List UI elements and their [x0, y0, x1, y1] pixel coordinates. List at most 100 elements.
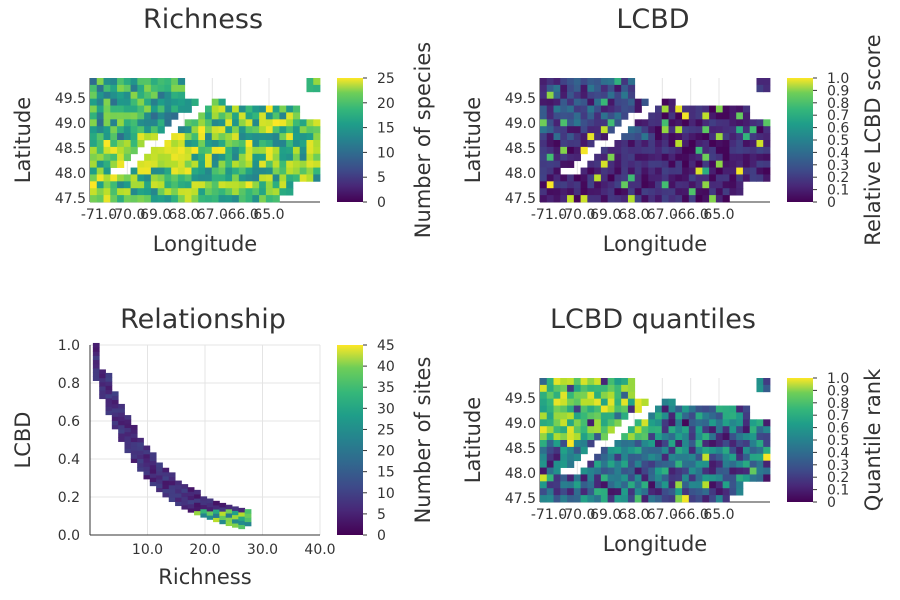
heatmap-cell [238, 524, 246, 530]
map-cell [655, 419, 663, 427]
map-cell [709, 495, 717, 503]
map-cell [600, 98, 609, 106]
map-cell [702, 405, 710, 413]
map-cell [573, 146, 581, 155]
map-cell [117, 195, 125, 203]
map-cell [607, 167, 615, 175]
colorbar-label: Number of species [411, 42, 435, 238]
map-cell [272, 126, 280, 134]
map-cell [688, 153, 696, 162]
map-cell [567, 495, 575, 503]
map-cell [641, 181, 649, 189]
map-cell [299, 119, 307, 127]
map-cell [211, 188, 219, 196]
map-cell [661, 474, 669, 482]
map-cell [540, 160, 548, 168]
map-cell [661, 188, 669, 196]
map-cell [553, 474, 561, 482]
x-tick-label: 65.0 [703, 207, 734, 223]
map-cell [587, 467, 595, 475]
map-cell [150, 133, 159, 141]
map-cell [560, 495, 568, 503]
map-cell [722, 146, 730, 155]
map-cell [573, 112, 581, 120]
map-cell [587, 133, 595, 141]
map-cell [177, 153, 186, 162]
map-cell [661, 98, 669, 106]
map-cell [729, 126, 737, 134]
map-cell [695, 133, 703, 141]
map-cell [688, 453, 696, 462]
map-cell [641, 488, 649, 496]
map-cell [137, 126, 145, 134]
map-cell [292, 105, 301, 113]
map-cell [546, 195, 554, 203]
map-cell [299, 160, 307, 168]
map-cell [205, 167, 213, 175]
map-cell [96, 105, 104, 113]
colorbar-tick-label: 0.2 [827, 470, 849, 486]
map-cell [313, 84, 321, 93]
map-cell [164, 167, 172, 175]
map-cell [171, 133, 179, 141]
map-cell [144, 112, 152, 120]
map-cell [546, 384, 554, 393]
map-cell [150, 188, 159, 196]
map-cell [232, 160, 240, 168]
map-cell [648, 433, 656, 441]
map-cell [580, 488, 588, 496]
map-cell [218, 160, 226, 168]
map-cell [715, 405, 724, 413]
heatmap-cell [118, 403, 125, 409]
map-cell [540, 453, 548, 462]
map-cell [695, 160, 703, 168]
map-cell [164, 188, 172, 196]
colorbar-tick-label: 40 [377, 359, 395, 375]
map-cell [137, 91, 145, 100]
map-cell [627, 460, 636, 468]
map-cell [580, 133, 588, 141]
map-cell [198, 153, 206, 162]
map-cell [580, 181, 588, 189]
map-cell [648, 495, 656, 503]
map-cell [607, 195, 615, 203]
map-cell [655, 495, 663, 503]
map-cell [621, 467, 629, 475]
map-cell [607, 398, 615, 406]
map-cell [600, 174, 609, 182]
heatmap-cell [143, 453, 151, 459]
map-cell [594, 481, 602, 489]
map-cell [648, 440, 656, 448]
heatmap-cell [143, 462, 151, 467]
map-cell [688, 105, 696, 113]
map-cell [763, 384, 771, 393]
x-tick-label: 69.0 [590, 507, 621, 523]
map-cell [763, 453, 771, 462]
map-cell [627, 398, 636, 406]
heatmap-cell [156, 487, 163, 493]
map-cell [614, 188, 622, 196]
map-cell [688, 474, 696, 482]
map-cell [621, 488, 629, 496]
colorbar-tick-label: 0.2 [827, 170, 849, 186]
map-cell [157, 153, 165, 162]
map-cell [313, 126, 321, 134]
map-cell [252, 140, 260, 148]
heatmap-cell [206, 506, 214, 512]
map-cell [560, 488, 568, 496]
map-cell [211, 105, 219, 113]
map-cell [540, 167, 548, 175]
map-cell [675, 167, 683, 175]
map-cell [171, 153, 179, 162]
heatmap-cell [168, 497, 176, 503]
map-cell [299, 167, 307, 175]
map-cell [675, 446, 683, 455]
map-cell [211, 167, 219, 175]
map-cell [553, 378, 561, 386]
map-cell [96, 84, 104, 93]
map-cell [130, 91, 138, 100]
map-cell [722, 405, 730, 413]
map-cell [675, 412, 683, 420]
map-cell [245, 160, 253, 168]
map-cell [682, 167, 690, 175]
